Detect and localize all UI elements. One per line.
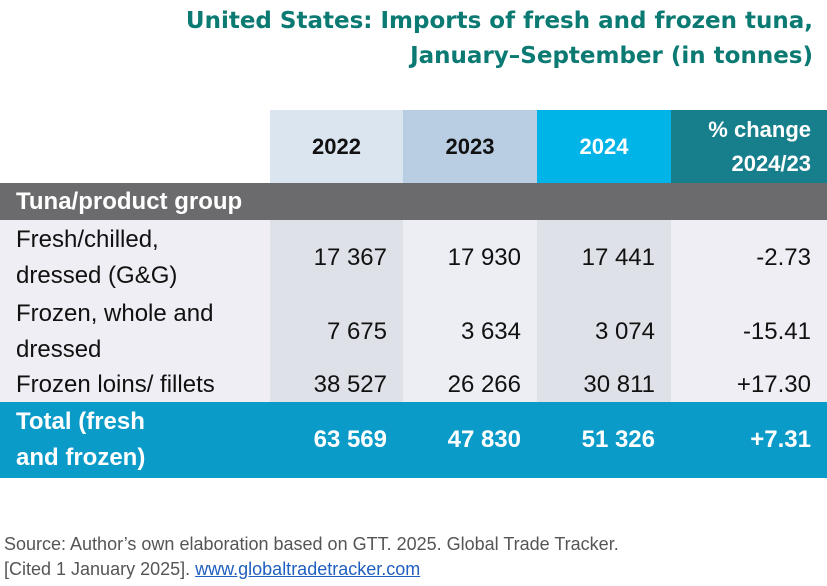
total-cell: 47 830 <box>403 402 537 478</box>
source-link[interactable]: www.globaltradetracker.com <box>195 559 421 579</box>
text-line: 2024/23 <box>731 150 811 176</box>
cell: 17 367 <box>270 220 403 295</box>
source: Source: Author’s own elaboration based o… <box>4 532 619 582</box>
total-cell: +7.31 <box>671 402 827 478</box>
total-cell: 51 326 <box>537 402 671 478</box>
cell: 17 930 <box>403 220 537 295</box>
column-header: 2022 <box>270 110 403 183</box>
column-header: 2023 <box>403 110 537 183</box>
cell: -2.73 <box>671 220 827 295</box>
cell: 3 634 <box>403 295 537 368</box>
row-label: Fresh/chilled, dressed (G&G) <box>0 220 270 295</box>
text-line: dressed <box>16 335 102 363</box>
column-header: 2024 <box>537 110 671 183</box>
source-text: [Cited 1 January 2025]. <box>4 559 191 579</box>
cell: +17.30 <box>671 368 827 402</box>
text-line: Fresh/chilled, <box>16 225 159 253</box>
text-line: % change <box>708 116 811 142</box>
cell: 30 811 <box>537 368 671 402</box>
cell: 3 074 <box>537 295 671 368</box>
title-line: United States: Imports of fresh and froz… <box>185 8 813 34</box>
total-label: Total (fresh and frozen) <box>0 402 270 478</box>
title: United States: Imports of fresh and froz… <box>186 4 813 74</box>
text-line: dressed (G&G) <box>16 261 178 289</box>
text-line: Frozen, whole and <box>16 299 214 327</box>
cell: 7 675 <box>270 295 403 368</box>
group-header: Tuna/product group <box>0 183 827 220</box>
cell: 38 527 <box>270 368 403 402</box>
row-label: Frozen, whole and dressed <box>0 295 270 368</box>
title-line: January–September (in tonnes) <box>410 43 813 69</box>
cell: -15.41 <box>671 295 827 368</box>
column-header: % change 2024/23 <box>671 110 827 183</box>
text-line: Total (fresh <box>16 408 145 435</box>
total-cell: 63 569 <box>270 402 403 478</box>
text-line: 2023 <box>445 133 495 159</box>
cell: 26 266 <box>403 368 537 402</box>
source-line: Source: Author’s own elaboration based o… <box>4 534 619 554</box>
source-line: [Cited 1 January 2025]. www.globaltradet… <box>4 557 619 582</box>
text-line: 2024 <box>579 133 629 159</box>
text-line: and frozen) <box>16 444 146 471</box>
cell: 17 441 <box>537 220 671 295</box>
row-label: Frozen loins/ fillets <box>0 368 270 402</box>
text-line: 2022 <box>312 133 361 159</box>
text-line: Frozen loins/ fillets <box>16 371 215 398</box>
